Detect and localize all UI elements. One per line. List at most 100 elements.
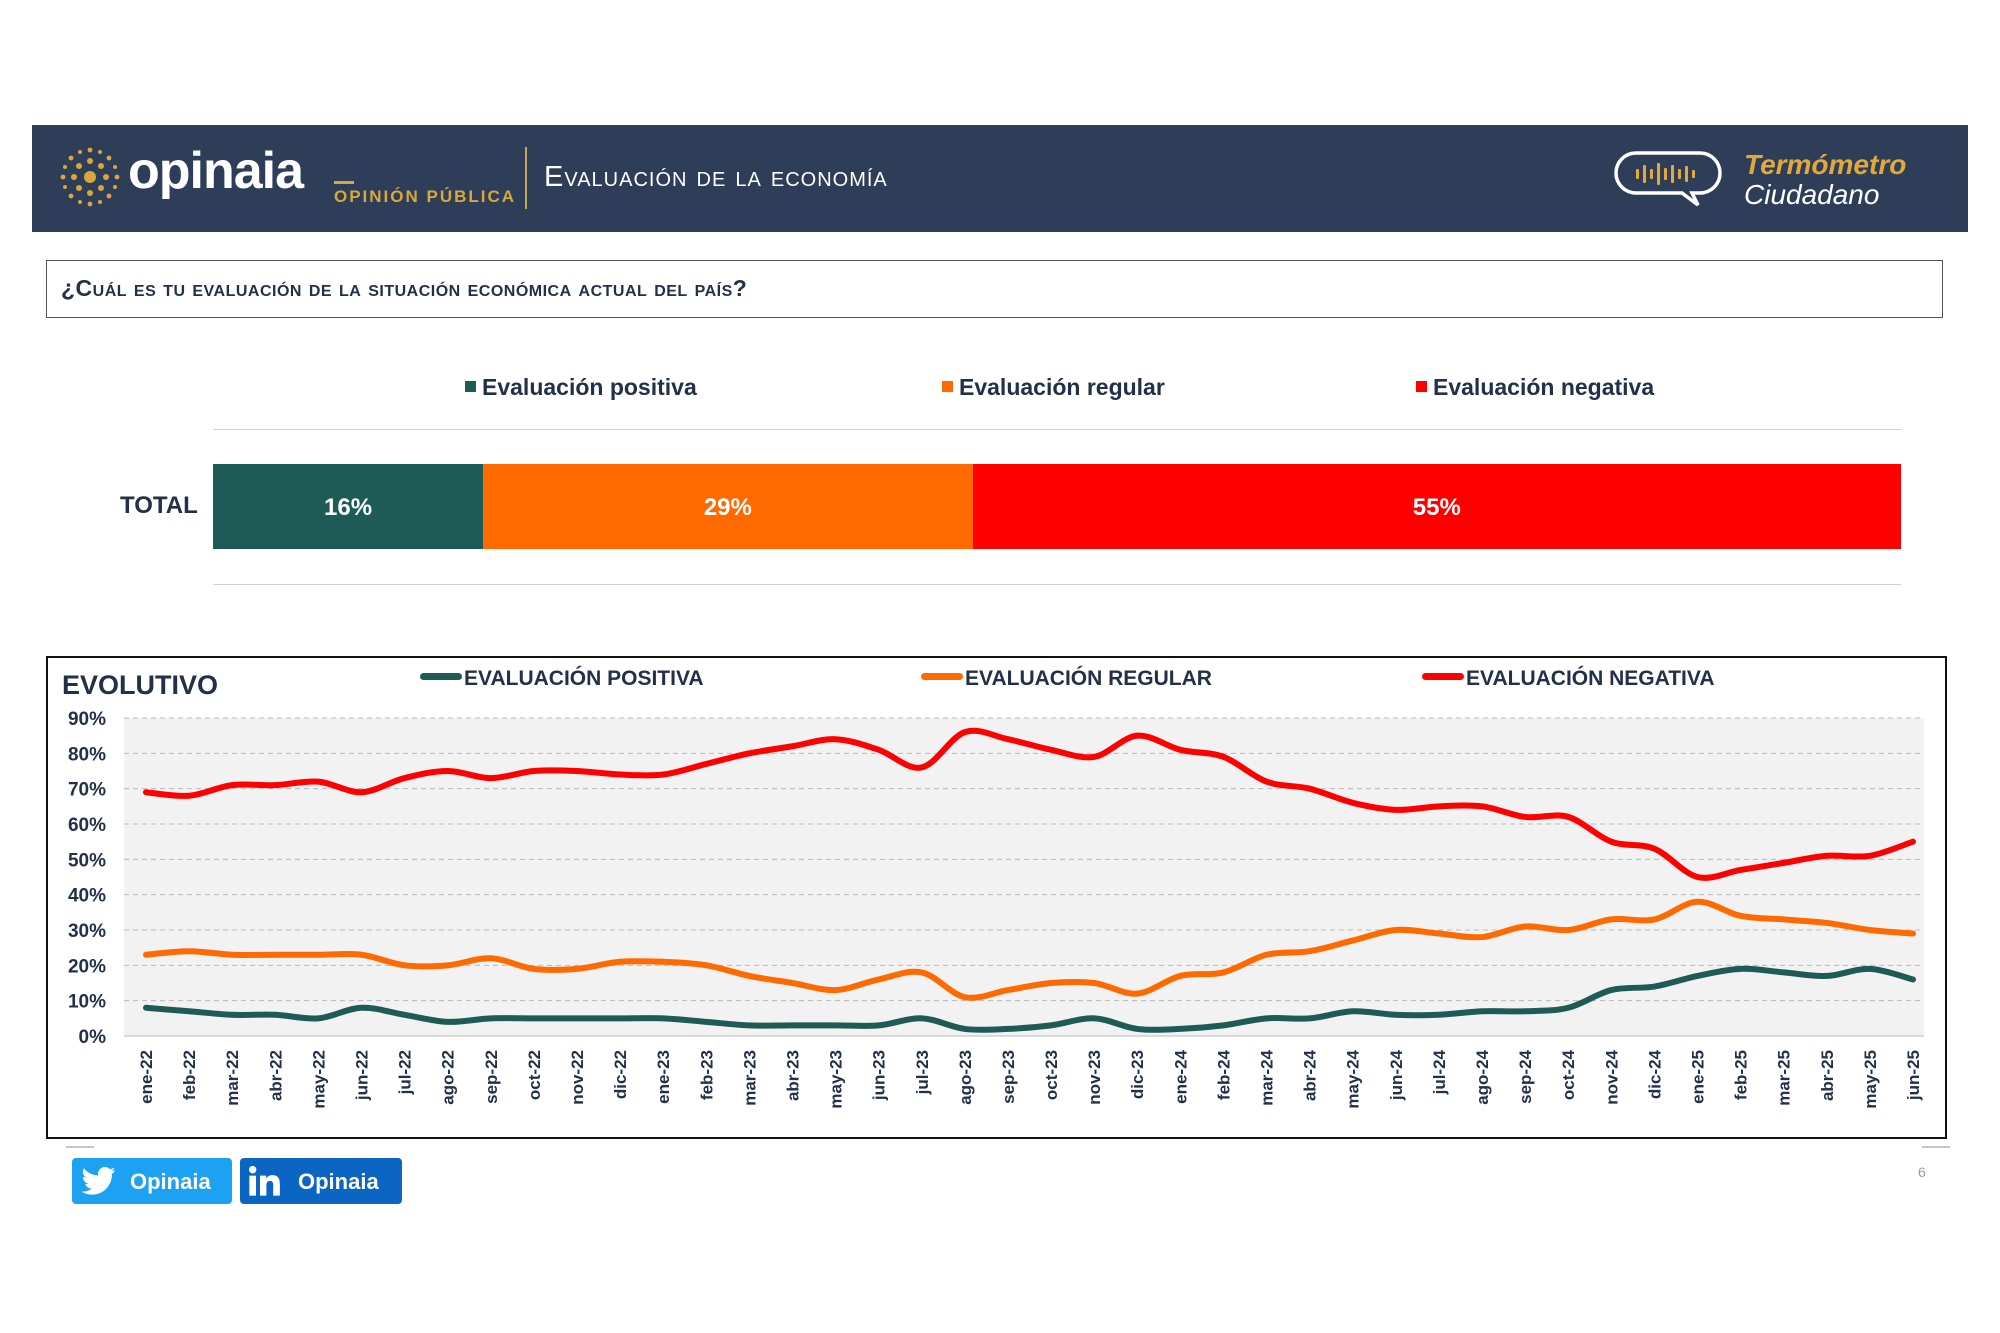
x-tick-label: mar-24	[1258, 1049, 1277, 1105]
x-tick-label: jul-23	[913, 1050, 932, 1095]
twitter-label: Opinaia	[130, 1169, 211, 1194]
y-tick-label: 0%	[79, 1027, 107, 1048]
evolutivo-title: EVOLUTIVO	[62, 670, 219, 700]
linkedin-link[interactable]: Opinaia	[240, 1158, 402, 1204]
page-number: 6	[1918, 1164, 1926, 1180]
x-tick-label: jul-24	[1430, 1049, 1449, 1095]
evo-legend-line-positive	[420, 673, 462, 680]
brand-subtitle: OPINIÓN PÚBLICA	[334, 187, 517, 206]
x-tick-label: mar-23	[740, 1050, 759, 1106]
x-tick-label: dic-23	[1128, 1050, 1147, 1099]
x-tick-label: ago-23	[956, 1050, 975, 1105]
x-tick-label: ago-22	[439, 1050, 458, 1105]
y-tick-label: 30%	[68, 921, 106, 942]
twitter-bird-icon	[82, 1166, 116, 1195]
footer-rule-left	[66, 1146, 94, 1148]
x-tick-label: ene-22	[137, 1050, 156, 1104]
x-tick-label: feb-25	[1732, 1050, 1751, 1100]
x-tick-label: sep-22	[482, 1050, 501, 1104]
x-tick-label: mar-22	[223, 1050, 242, 1106]
evo-legend-negative: EVALUACIÓN NEGATIVA	[1422, 667, 1715, 691]
x-tick-label: jun-25	[1904, 1050, 1923, 1101]
x-tick-label: may-24	[1344, 1049, 1363, 1108]
x-tick-label: ene-24	[1171, 1049, 1190, 1103]
total-label: TOTAL	[120, 492, 198, 519]
x-tick-label: dic-24	[1645, 1049, 1664, 1099]
evolutivo-panel: EVOLUTIVO EVALUACIÓN POSITIVA EVALUACIÓN…	[46, 656, 1947, 1139]
bar-segment-regular: 29%	[483, 464, 973, 549]
x-tick-label: mar-25	[1775, 1050, 1794, 1106]
y-tick-label: 60%	[68, 815, 106, 836]
legend-negative: Evaluación negativa	[1416, 374, 1654, 401]
evo-legend-label-regular: EVALUACIÓN REGULAR	[965, 667, 1212, 690]
x-tick-label: feb-23	[697, 1050, 716, 1100]
evo-legend-line-negative	[1422, 673, 1464, 680]
x-tick-label: sep-24	[1516, 1049, 1535, 1103]
series-line-negative	[143, 727, 1916, 881]
x-tick-label: jun-22	[352, 1050, 371, 1101]
header-divider	[525, 147, 527, 209]
y-tick-label: 80%	[68, 744, 106, 765]
x-tick-label: abr-24	[1301, 1049, 1320, 1101]
legend-swatch-positive	[465, 381, 476, 392]
evo-legend-regular: EVALUACIÓN REGULAR	[921, 667, 1212, 691]
x-tick-label: nov-24	[1602, 1049, 1621, 1104]
x-tick-label: may-25	[1861, 1050, 1880, 1109]
legend-positive: Evaluación positiva	[465, 374, 697, 401]
evolutivo-line-chart: 0% 10% 20% 30% 40% 50% 60% 70% 80% 90% ene-22 feb-2…	[68, 709, 1924, 1109]
x-tick-label: feb-24	[1214, 1049, 1233, 1100]
x-tick-label: jun-24	[1387, 1049, 1406, 1101]
bar-segment-negative: 55%	[972, 464, 1901, 549]
y-tick-label: 70%	[68, 780, 106, 801]
bar-label-positive: 16%	[324, 494, 373, 521]
legend-swatch-regular	[942, 381, 953, 392]
evo-legend-label-negative: EVALUACIÓN NEGATIVA	[1466, 667, 1715, 690]
evo-legend-line-regular	[921, 673, 963, 680]
y-tick-label: 90%	[68, 709, 106, 730]
y-tick-label: 10%	[68, 992, 106, 1013]
linkedin-icon	[248, 1165, 280, 1196]
opinaia-logo: opinaia OPINIÓN PÚBLICA	[58, 141, 538, 217]
badge-title: Termómetro	[1744, 149, 1907, 180]
badge-subtitle: Ciudadano	[1744, 179, 1880, 210]
evo-legend-label-positive: EVALUACIÓN POSITIVA	[464, 667, 704, 690]
x-tick-label: nov-23	[1085, 1050, 1104, 1105]
page-title: Evaluación de la economía	[544, 161, 888, 193]
bar-label-regular: 29%	[703, 494, 752, 521]
sunburst-icon	[60, 147, 120, 207]
bar-segment-positive: 16%	[213, 464, 484, 549]
legend-label-positive: Evaluación positiva	[482, 374, 697, 400]
x-tick-label: abr-22	[266, 1050, 285, 1101]
brand-name: opinaia	[128, 142, 304, 200]
legend-label-regular: Evaluación regular	[959, 374, 1165, 400]
y-tick-label: 40%	[68, 886, 106, 907]
x-tick-label: oct-22	[525, 1050, 544, 1100]
header-bar: opinaia OPINIÓN PÚBLICA Evaluación de la…	[32, 125, 1968, 232]
question-text: ¿Cuál es tu evaluación de la situación e…	[61, 275, 748, 301]
x-tick-label: may-23	[827, 1050, 846, 1109]
y-tick-label: 20%	[68, 956, 106, 977]
x-tick-label: abr-25	[1818, 1050, 1837, 1101]
x-tick-label: oct-24	[1559, 1049, 1578, 1100]
x-tick-label: ene-25	[1689, 1050, 1708, 1104]
x-tick-label: may-22	[309, 1050, 328, 1109]
x-tick-label: abr-23	[783, 1050, 802, 1101]
legend-regular: Evaluación regular	[942, 374, 1165, 401]
bar-top-rule	[213, 429, 1901, 430]
termometro-badge: Termómetro Ciudadano	[1612, 147, 1942, 211]
bar-bottom-rule	[213, 584, 1901, 585]
x-tick-label: ago-24	[1473, 1049, 1492, 1104]
x-tick-label: jul-22	[396, 1050, 415, 1095]
speech-bubble-icon	[1614, 151, 1722, 207]
series-line-regular	[143, 898, 1916, 1001]
x-tick-label: jun-23	[870, 1050, 889, 1101]
series-line-positive	[143, 965, 1916, 1033]
legend-swatch-negative	[1416, 381, 1427, 392]
twitter-link[interactable]: Opinaia	[72, 1158, 232, 1204]
legend-label-negative: Evaluación negativa	[1433, 374, 1655, 400]
brand-accent-bar	[334, 181, 354, 184]
footer-rule-right	[1922, 1146, 1950, 1148]
x-tick-label: dic-22	[611, 1050, 630, 1099]
x-tick-label: oct-23	[1042, 1050, 1061, 1100]
question-box: ¿Cuál es tu evaluación de la situación e…	[46, 260, 1943, 318]
